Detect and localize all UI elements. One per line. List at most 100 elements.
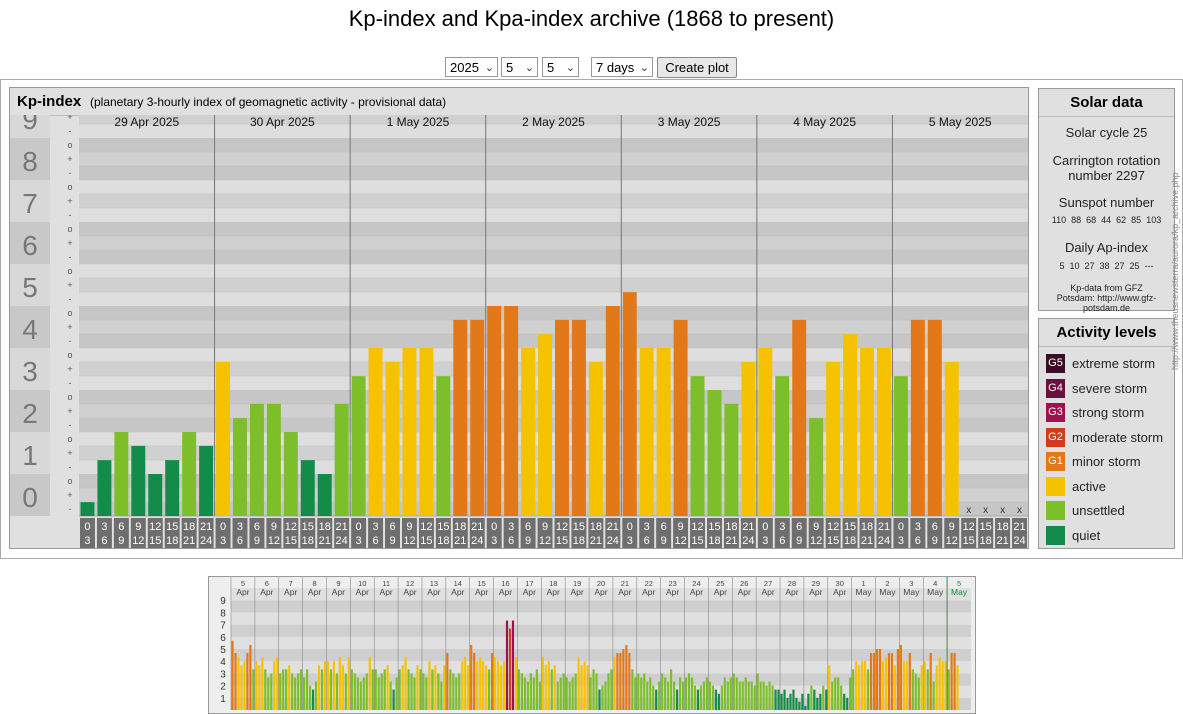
overview-day-number: 10 bbox=[358, 579, 366, 588]
overview-grid-band bbox=[231, 612, 971, 625]
overview-kp-bar bbox=[452, 673, 455, 710]
overview-kp-bar bbox=[843, 693, 846, 710]
overview-day-number: 27 bbox=[764, 579, 772, 588]
minor-mark: - bbox=[69, 504, 72, 514]
day-label: 4 May 2025 bbox=[793, 115, 856, 129]
overview-kp-bar bbox=[634, 677, 637, 710]
grid-band bbox=[79, 474, 1028, 488]
overview-kp-bar bbox=[831, 681, 834, 710]
grid-band bbox=[79, 292, 1028, 306]
overview-month-label: Apr bbox=[642, 587, 655, 597]
kp-bar bbox=[487, 306, 502, 516]
time-slot-cell bbox=[876, 518, 892, 548]
overview-kp-bar bbox=[938, 657, 941, 710]
activity-level-label: minor storm bbox=[1072, 454, 1141, 469]
kp-bar bbox=[571, 319, 586, 516]
minor-mark: o bbox=[67, 392, 72, 402]
overview-kp-bar bbox=[869, 653, 873, 710]
kp-bar bbox=[639, 348, 654, 516]
time-slot-end: 18 bbox=[302, 535, 314, 547]
overview-kp-bar bbox=[923, 661, 926, 710]
time-slot-cell bbox=[80, 518, 95, 548]
overview-month-label: Apr bbox=[499, 587, 512, 597]
kp-bar bbox=[165, 460, 180, 516]
overview-kp-bar bbox=[768, 681, 771, 710]
create-plot-button[interactable]: Create plot bbox=[657, 57, 737, 78]
grid-band bbox=[79, 320, 1028, 334]
time-slot-start: 0 bbox=[84, 521, 90, 533]
overview-kp-bar bbox=[589, 677, 592, 710]
overview-kp-bar bbox=[526, 681, 529, 710]
overview-kp-bar bbox=[690, 677, 694, 710]
grid-band bbox=[79, 418, 1028, 432]
time-slot-end: 9 bbox=[661, 535, 667, 547]
overview-kp-bar bbox=[291, 673, 294, 710]
y-level-band bbox=[10, 115, 50, 138]
grid-band bbox=[79, 115, 1028, 124]
overview-kp-bar bbox=[810, 685, 813, 710]
time-slot-start: 6 bbox=[932, 521, 938, 533]
time-slot-end: 9 bbox=[118, 535, 124, 547]
overview-kp-bar bbox=[953, 653, 956, 710]
time-slot-start: 6 bbox=[661, 521, 667, 533]
day-select[interactable]: 5 ⌄ bbox=[542, 57, 579, 77]
grid-band bbox=[79, 194, 1028, 208]
overview-kp-bar bbox=[467, 665, 470, 710]
time-slot-end: 12 bbox=[539, 535, 551, 547]
overview-month-label: May bbox=[903, 587, 920, 597]
minor-mark: + bbox=[67, 490, 72, 500]
y-level-band bbox=[10, 138, 50, 180]
time-slot-end: 9 bbox=[796, 535, 802, 547]
overview-kp-bar bbox=[240, 665, 243, 710]
overview-kp-bar bbox=[479, 657, 482, 710]
year-select[interactable]: 2025 ⌄ bbox=[445, 57, 498, 77]
overview-kp-bar bbox=[890, 653, 894, 710]
y-level-label: 6 bbox=[22, 230, 38, 261]
overview-kp-bar bbox=[529, 673, 532, 710]
time-slot-start: 0 bbox=[898, 521, 904, 533]
grid-band bbox=[79, 250, 1028, 264]
kp-bar bbox=[792, 319, 807, 516]
activity-level-label: unsettled bbox=[1072, 503, 1125, 518]
overview-kp-bar bbox=[288, 665, 291, 710]
overview-kp-bar bbox=[705, 677, 709, 710]
overview-kp-bar bbox=[550, 669, 553, 710]
kp-bar bbox=[758, 348, 773, 516]
overview-kp-bar bbox=[687, 673, 691, 710]
month-select[interactable]: 5 ⌄ bbox=[501, 57, 538, 77]
time-slot-start: 9 bbox=[271, 521, 277, 533]
grid-band bbox=[79, 236, 1028, 250]
overview-kp-bar bbox=[270, 673, 273, 710]
overview-kp-bar bbox=[583, 661, 586, 710]
minor-mark: - bbox=[69, 462, 72, 472]
overview-y-label: 5 bbox=[220, 645, 226, 656]
time-slot-cell bbox=[995, 518, 1011, 548]
time-slot-cell bbox=[283, 518, 299, 548]
day-label: 3 May 2025 bbox=[658, 115, 721, 129]
overview-chart: 1234567895Apr6Apr7Apr8Apr9Apr10Apr11Apr1… bbox=[220, 577, 971, 710]
overview-kp-bar bbox=[822, 685, 825, 710]
overview-kp-bar bbox=[419, 669, 422, 710]
overview-kp-bar bbox=[750, 681, 753, 710]
overview-kp-bar bbox=[786, 697, 789, 710]
overview-kp-bar bbox=[458, 673, 461, 710]
time-slot-start: 3 bbox=[373, 521, 379, 533]
time-slot-end: 15 bbox=[691, 535, 703, 547]
overview-month-label: Apr bbox=[618, 587, 631, 597]
grid-band bbox=[79, 432, 1028, 446]
time-slot-start: 3 bbox=[779, 521, 785, 533]
overview-kp-bar bbox=[693, 685, 697, 710]
kp-bar bbox=[538, 334, 552, 516]
overview-day-number: 26 bbox=[740, 579, 748, 588]
overview-kp-bar bbox=[673, 681, 676, 710]
overview-kp-bar bbox=[950, 653, 953, 710]
overview-kp-bar bbox=[941, 661, 944, 710]
overview-kp-bar bbox=[759, 681, 762, 710]
time-slot-cell bbox=[215, 518, 231, 548]
overview-kp-bar bbox=[344, 673, 347, 710]
overview-kp-bar bbox=[893, 665, 897, 710]
time-slot-start: 9 bbox=[949, 521, 955, 533]
overview-kp-bar bbox=[860, 661, 864, 710]
period-select[interactable]: 7 days ⌄ bbox=[591, 57, 653, 77]
time-slot-start: 12 bbox=[691, 521, 703, 533]
